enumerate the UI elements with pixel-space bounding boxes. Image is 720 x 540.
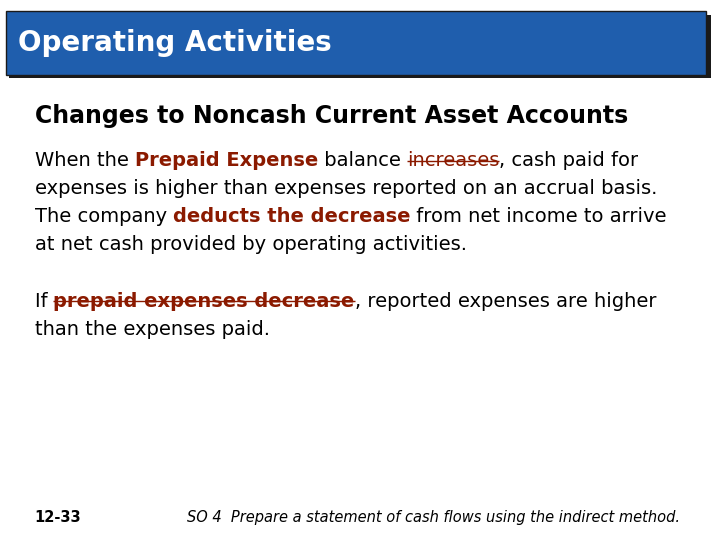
Text: , reported expenses are higher: , reported expenses are higher <box>355 292 656 310</box>
Bar <box>9 15 711 78</box>
Text: Changes to Noncash Current Asset Accounts: Changes to Noncash Current Asset Account… <box>35 104 628 127</box>
Text: SO 4  Prepare a statement of cash flows using the indirect method.: SO 4 Prepare a statement of cash flows u… <box>187 510 680 525</box>
Text: increases: increases <box>407 151 500 170</box>
Text: than the expenses paid.: than the expenses paid. <box>35 320 269 339</box>
Text: If: If <box>35 292 53 310</box>
Text: Operating Activities: Operating Activities <box>18 29 332 57</box>
Text: Prepaid Expense: Prepaid Expense <box>135 151 318 170</box>
Text: expenses is higher than expenses reported on an accrual basis.: expenses is higher than expenses reporte… <box>35 179 657 198</box>
Text: prepaid expenses decrease: prepaid expenses decrease <box>53 292 355 310</box>
Text: , cash paid for: , cash paid for <box>500 151 639 170</box>
Text: balance: balance <box>318 151 407 170</box>
Text: When the: When the <box>35 151 135 170</box>
Text: from net income to arrive: from net income to arrive <box>410 207 667 226</box>
Text: The company: The company <box>35 207 173 226</box>
Text: 12-33: 12-33 <box>35 510 81 525</box>
Text: deducts the decrease: deducts the decrease <box>173 207 410 226</box>
Text: at net cash provided by operating activities.: at net cash provided by operating activi… <box>35 235 467 254</box>
Bar <box>6 11 706 75</box>
